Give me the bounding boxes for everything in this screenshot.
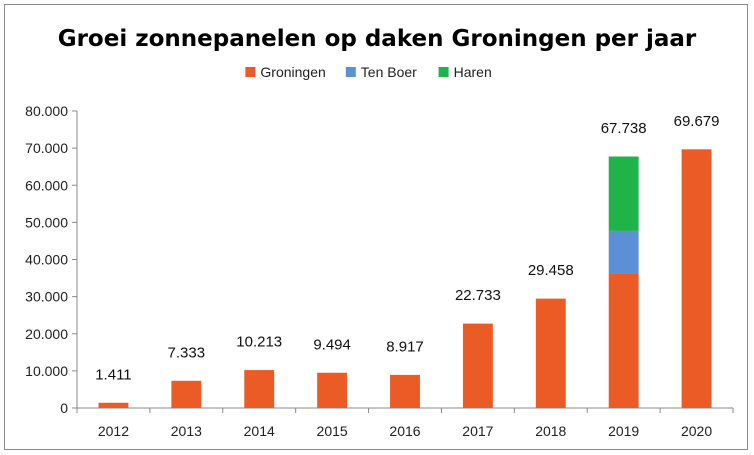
data-label-2018: 29.458	[528, 262, 574, 279]
y-tick-label: 0	[60, 400, 68, 416]
data-label-2020: 69.679	[674, 113, 720, 130]
bar-groningen-2018	[535, 298, 566, 408]
y-tick-label: 60.000	[25, 177, 68, 193]
y-tick-label: 10.000	[25, 363, 68, 379]
y-tick-label: 40.000	[25, 252, 68, 268]
x-tick-label: 2020	[681, 423, 712, 439]
data-label-2015: 9.494	[313, 336, 351, 353]
x-axis: 2012 2013 2014 2015 2016 2017 2018 2019 2020	[76, 407, 734, 439]
x-tick-label: 2017	[462, 423, 493, 439]
data-label-2012: 1.411	[95, 366, 131, 383]
legend: Groningen Ten Boer Haren	[245, 64, 492, 80]
y-tick-label: 80.000	[25, 103, 68, 119]
data-label-2014: 10.213	[236, 334, 282, 351]
bar-groningen-2013	[171, 380, 202, 408]
bar-groningen-2020	[681, 149, 712, 408]
legend-swatch-groningen	[245, 67, 256, 77]
bar-groningen-2012	[98, 402, 129, 408]
x-tick-label: 2016	[389, 423, 420, 439]
bar-groningen-2019	[608, 273, 639, 408]
x-tick-label: 2015	[317, 423, 348, 439]
bar-groningen-2015	[317, 372, 348, 408]
x-tick-label: 2013	[171, 423, 202, 439]
chart-title: Groei zonnepanelen op daken Groningen pe…	[58, 26, 697, 52]
bar-groningen-2017	[462, 323, 493, 408]
data-labels: 1.411 7.333 10.213 9.494 8.917 22.733 29.458 67…	[95, 113, 719, 383]
data-label-2013: 7.333	[168, 344, 206, 361]
bar-ten-boer-2019	[608, 230, 639, 274]
y-tick-label: 70.000	[25, 140, 68, 156]
x-tick-label: 2019	[608, 423, 639, 439]
legend-swatch-haren	[438, 67, 449, 77]
y-tick-label: 50.000	[25, 214, 68, 230]
x-tick-label: 2014	[244, 423, 275, 439]
y-tick-label: 30.000	[25, 289, 68, 305]
bar-haren-2019	[608, 156, 639, 231]
legend-swatch-ten-boer	[345, 67, 356, 77]
data-label-2016: 8.917	[386, 339, 424, 356]
x-tick-label: 2018	[535, 423, 566, 439]
bars	[98, 149, 712, 408]
y-tick-label: 20.000	[25, 326, 68, 342]
legend-label-groningen: Groningen	[260, 64, 325, 80]
x-tick-label: 2012	[98, 423, 129, 439]
data-label-2019: 67.738	[601, 120, 647, 137]
y-axis: 0 10.000 20.000 30.000 40.000 50.000 60.000 70.…	[25, 103, 78, 416]
data-label-2017: 22.733	[455, 287, 501, 304]
legend-label-ten-boer: Ten Boer	[361, 64, 417, 80]
bar-groningen-2016	[390, 374, 420, 408]
legend-label-haren: Haren	[454, 64, 492, 80]
bar-groningen-2014	[244, 370, 275, 408]
